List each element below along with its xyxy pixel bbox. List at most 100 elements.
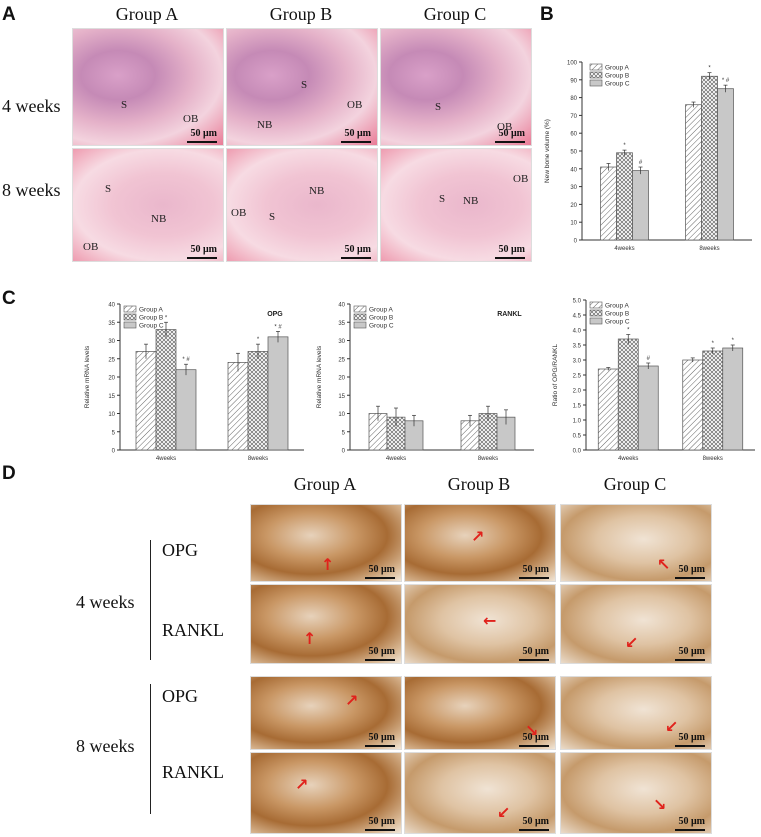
- significance-mark: *: [627, 328, 630, 334]
- scale-bar: [495, 141, 525, 143]
- ihc-rankl-4w-group-a: ↑ 50 μm: [250, 584, 402, 664]
- panel-a-col-group-b: Group B: [269, 4, 333, 24]
- bracket-4weeks: [150, 540, 151, 660]
- y-tick-label: 25: [108, 357, 115, 363]
- y-axis-label: Ratio of OPG/RANKL: [552, 344, 559, 407]
- legend-swatch: [123, 321, 137, 329]
- y-tick-label: 2.5: [573, 374, 582, 380]
- significance-mark: * #: [722, 78, 730, 84]
- ihc-opg-8w-group-c: ↙ 50 μm: [560, 676, 712, 750]
- legend-label: Group A: [369, 307, 394, 314]
- y-tick-label: 60: [570, 132, 577, 138]
- x-tick-label: 4weeks: [614, 246, 634, 252]
- significance-mark: * #: [182, 357, 190, 363]
- he-image-8w-group-b: NB S OB 50 μm: [226, 148, 378, 262]
- y-tick-label: 35: [108, 321, 115, 327]
- legend-swatch: [123, 313, 137, 321]
- bar: [701, 75, 718, 241]
- red-arrow-icon: ↗: [345, 691, 359, 710]
- scale-bar-label: 50 μm: [498, 244, 526, 255]
- tissue-label: S: [301, 79, 308, 91]
- scale-bar: [519, 745, 549, 747]
- chart-title: OPG: [267, 311, 283, 318]
- panel-a-col-group-c: Group C: [423, 4, 487, 24]
- scale-bar: [365, 745, 395, 747]
- scale-bar-label: 50 μm: [678, 816, 706, 827]
- scale-bar-label: 50 μm: [522, 646, 550, 657]
- y-tick-label: 1.0: [573, 419, 582, 425]
- y-tick-label: 25: [338, 357, 345, 363]
- ihc-opg-8w-group-a: ↗ 50 μm: [250, 676, 402, 750]
- tissue-label: OB: [83, 241, 99, 253]
- bar: [155, 329, 177, 451]
- panel-d-time-4weeks: 4 weeks: [76, 592, 135, 612]
- tissue-label: S: [105, 183, 112, 195]
- scale-bar: [495, 257, 525, 259]
- y-tick-label: 0: [112, 449, 116, 455]
- scale-bar: [341, 141, 371, 143]
- he-image-8w-group-a: S NB OB 50 μm: [72, 148, 224, 262]
- y-axis-label: Relative mRNA levels: [316, 345, 323, 408]
- scale-bar-label: 50 μm: [190, 244, 218, 255]
- y-tick-label: 70: [570, 114, 577, 120]
- y-tick-label: 0.0: [573, 449, 582, 455]
- panel-d-time-8weeks: 8 weeks: [76, 736, 135, 756]
- legend-swatch: [123, 305, 137, 313]
- legend-swatch: [589, 309, 603, 317]
- bar: [685, 104, 702, 241]
- ihc-opg-8w-group-b: ↘ 50 μm: [404, 676, 556, 750]
- y-tick-label: 50: [570, 150, 577, 156]
- y-tick-label: 5: [342, 430, 346, 436]
- ihc-opg-4w-group-a: ↑ 50 μm: [250, 504, 402, 582]
- red-arrow-icon: ↗: [471, 527, 485, 546]
- significance-mark: *: [257, 337, 260, 343]
- tissue-label: S: [439, 193, 446, 205]
- chart-title: RANKL: [497, 311, 522, 318]
- y-tick-label: 3.5: [573, 344, 582, 350]
- y-tick-label: 20: [108, 376, 115, 382]
- red-arrow-icon: ←: [483, 611, 497, 630]
- bar: [632, 170, 649, 241]
- legend-label: Group A: [139, 307, 164, 314]
- scale-bar-label: 50 μm: [344, 128, 372, 139]
- y-tick-label: 5: [112, 430, 116, 436]
- bar: [227, 362, 249, 451]
- y-axis-label: Relative mRNA levels: [84, 345, 91, 408]
- panel-d-col-group-c: Group C: [603, 474, 667, 494]
- y-axis-label: New bone volume (%): [544, 119, 551, 183]
- x-tick-label: 8weeks: [699, 246, 719, 252]
- chart-opg-mrna: 0 5 10 15 20 25 30 35 40 Relative mRNA levels OPG *…: [84, 303, 304, 462]
- ihc-rankl-8w-group-c: ↘ 50 μm: [560, 752, 712, 834]
- tissue-label: OB: [497, 121, 513, 133]
- bar: [597, 368, 619, 451]
- y-tick-label: 40: [108, 303, 115, 309]
- red-arrow-icon: ↘: [525, 721, 539, 740]
- x-tick-label: 4weeks: [618, 456, 638, 462]
- y-tick-label: 90: [570, 78, 577, 84]
- bar: [135, 351, 157, 451]
- y-tick-label: 30: [570, 185, 577, 191]
- legend-swatch: [353, 313, 367, 321]
- significance-mark: *: [732, 338, 735, 344]
- y-tick-label: 4.5: [573, 314, 582, 320]
- bar: [247, 351, 269, 451]
- y-tick-label: 10: [108, 412, 115, 418]
- significance-mark: *: [623, 143, 626, 149]
- panel-b-letter: B: [540, 4, 554, 25]
- y-tick-label: 40: [570, 167, 577, 173]
- x-tick-label: 4weeks: [156, 456, 176, 462]
- tissue-label: NB: [151, 213, 167, 225]
- chart-opg-rankl-ratio: 0.0 0.5 1.0 1.5 2.0 2.5 3.0 3.5 4.0 4.5 5.0 Ratio o…: [552, 299, 755, 462]
- tissue-label: OB: [347, 99, 363, 111]
- bar: [617, 338, 639, 451]
- he-image-4w-group-c: S OB 50 μm: [380, 28, 532, 146]
- ihc-opg-4w-group-b: ↗ 50 μm: [404, 504, 556, 582]
- scale-bar: [675, 745, 705, 747]
- red-arrow-icon: ↗: [295, 775, 309, 794]
- legend-label: Group C: [605, 81, 630, 88]
- ihc-rankl-4w-group-b: ← 50 μm: [404, 584, 556, 664]
- scale-bar-label: 50 μm: [344, 244, 372, 255]
- legend-swatch: [589, 63, 603, 71]
- y-tick-label: 0.5: [573, 434, 582, 440]
- red-arrow-icon: ↙: [665, 717, 679, 736]
